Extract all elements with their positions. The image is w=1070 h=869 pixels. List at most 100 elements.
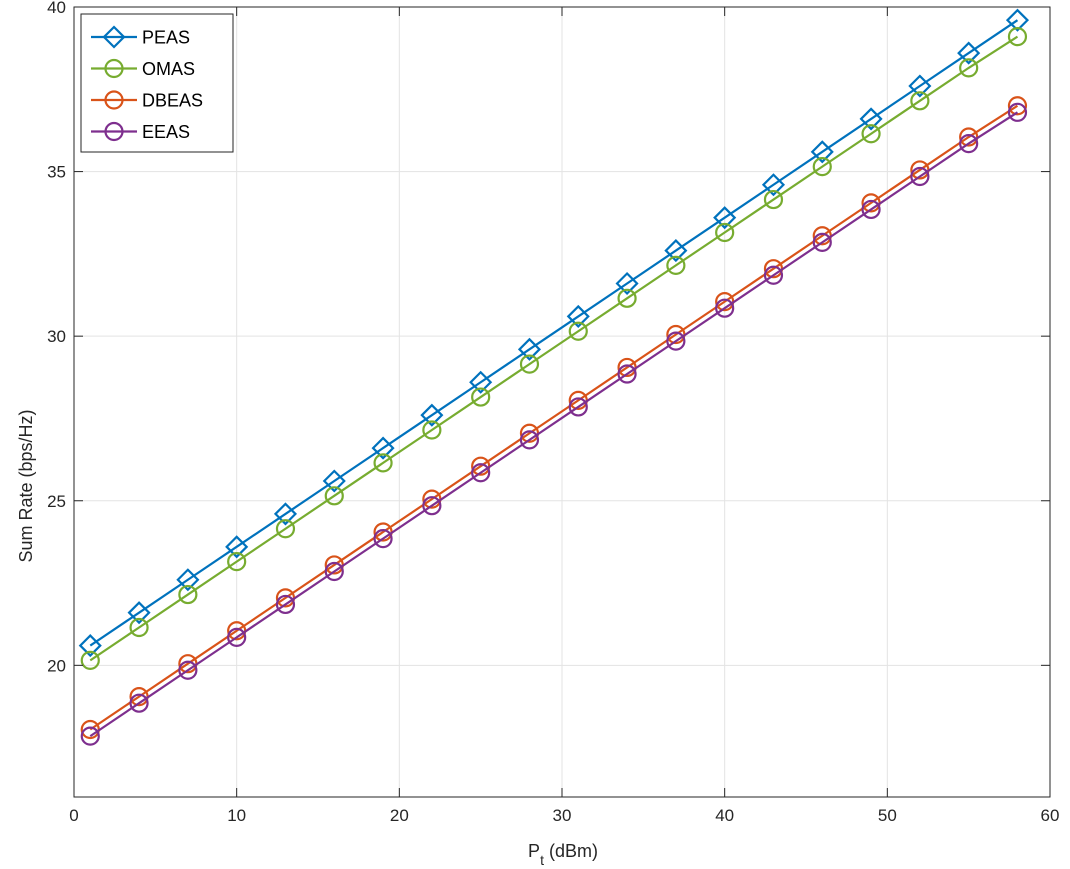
- data-point: [615, 271, 639, 296]
- data-point: [275, 594, 296, 615]
- x-axis-label-main: P: [528, 841, 540, 861]
- y-tick-label: 35: [47, 163, 66, 182]
- data-point: [761, 173, 786, 197]
- legend-marker: [102, 25, 126, 49]
- x-tick-label: 50: [878, 806, 897, 825]
- legend-marker: [104, 58, 124, 79]
- legend: PEAS OMAS DBEAS EEAS: [80, 13, 234, 153]
- data-point: [910, 166, 930, 187]
- data-point: [568, 397, 588, 417]
- legend-item-peas: PEAS: [91, 25, 190, 49]
- data-point: [908, 74, 932, 98]
- data-point: [519, 354, 540, 374]
- data-point: [273, 502, 298, 526]
- x-axis-label-subscript: t: [540, 852, 544, 868]
- x-tick-label: 20: [390, 806, 409, 825]
- data-point: [178, 584, 198, 605]
- data-point: [471, 463, 491, 483]
- data-point: [715, 298, 735, 318]
- y-axis-label: Sum Rate (bps/Hz): [16, 409, 36, 562]
- data-point: [324, 486, 344, 506]
- data-point: [371, 436, 395, 460]
- data-point: [275, 519, 296, 539]
- legend-label: DBEAS: [142, 91, 203, 111]
- series-line: [89, 111, 1019, 738]
- data-point: [225, 535, 249, 559]
- series-line: [89, 19, 1019, 647]
- data-point: [666, 255, 686, 275]
- x-tick-label: 60: [1041, 806, 1060, 825]
- data-point: [422, 496, 442, 516]
- data-point: [957, 41, 981, 65]
- x-tick-label: 40: [715, 806, 734, 825]
- data-point: [78, 634, 102, 658]
- data-point: [812, 157, 832, 177]
- data-point: [715, 222, 735, 243]
- data-point: [324, 561, 344, 582]
- data-point: [519, 430, 540, 450]
- data-point: [566, 304, 590, 328]
- data-point: [227, 627, 247, 647]
- series-group: [78, 8, 1030, 746]
- x-tick-label: 10: [227, 806, 246, 825]
- data-point: [178, 660, 198, 680]
- data-point: [666, 331, 686, 351]
- data-point: [422, 420, 442, 440]
- data-point: [861, 124, 881, 144]
- y-tick-label: 25: [47, 492, 66, 511]
- series-peas: [78, 8, 1030, 658]
- series-eeas: [80, 102, 1028, 746]
- y-tick-label: 40: [47, 0, 66, 17]
- data-point: [959, 134, 979, 154]
- data-point: [910, 91, 930, 111]
- data-point: [617, 364, 637, 384]
- legend-label: EEAS: [142, 122, 190, 142]
- series-line: [89, 35, 1019, 662]
- x-tick-label: 30: [553, 806, 572, 825]
- axes: 0 10 20 30 40 50 60 20 25 30 35 40: [47, 0, 1059, 825]
- data-point: [80, 726, 100, 746]
- legend-label: OMAS: [142, 59, 195, 79]
- legend-item-dbeas: DBEAS: [91, 90, 203, 111]
- data-point: [1007, 96, 1028, 116]
- data-point: [1007, 27, 1028, 47]
- y-tick-label: 20: [47, 656, 66, 675]
- data-point: [763, 265, 784, 285]
- legend-item-omas: OMAS: [91, 58, 195, 79]
- data-point: [763, 189, 784, 210]
- legend-label: PEAS: [142, 28, 190, 48]
- data-point: [713, 206, 737, 230]
- data-point: [227, 552, 247, 572]
- data-point: [861, 199, 881, 220]
- grid: [74, 7, 1050, 797]
- data-point: [80, 650, 100, 670]
- x-axis-label-unit: (dBm): [544, 841, 598, 861]
- x-axis-label: Pt (dBm): [528, 841, 598, 868]
- series-omas: [80, 27, 1028, 670]
- legend-marker: [104, 90, 124, 110]
- data-point: [859, 107, 883, 131]
- data-point: [129, 617, 149, 638]
- legend-item-eeas: EEAS: [91, 121, 190, 142]
- data-point: [471, 387, 491, 407]
- data-point: [812, 232, 832, 252]
- data-point: [322, 469, 346, 493]
- data-point: [127, 601, 151, 625]
- data-point: [469, 370, 493, 394]
- y-tick-label: 30: [47, 327, 66, 346]
- data-point: [810, 140, 834, 164]
- data-point: [568, 321, 588, 341]
- data-point: [420, 403, 444, 427]
- data-point: [373, 529, 393, 549]
- data-point: [959, 58, 979, 78]
- data-point: [176, 568, 200, 592]
- data-point: [1005, 8, 1030, 32]
- data-point: [664, 239, 688, 263]
- data-point: [129, 693, 149, 713]
- data-point: [517, 337, 542, 361]
- data-point: [617, 288, 637, 308]
- legend-marker: [104, 121, 124, 142]
- data-point: [373, 453, 393, 473]
- x-tick-label: 0: [69, 806, 78, 825]
